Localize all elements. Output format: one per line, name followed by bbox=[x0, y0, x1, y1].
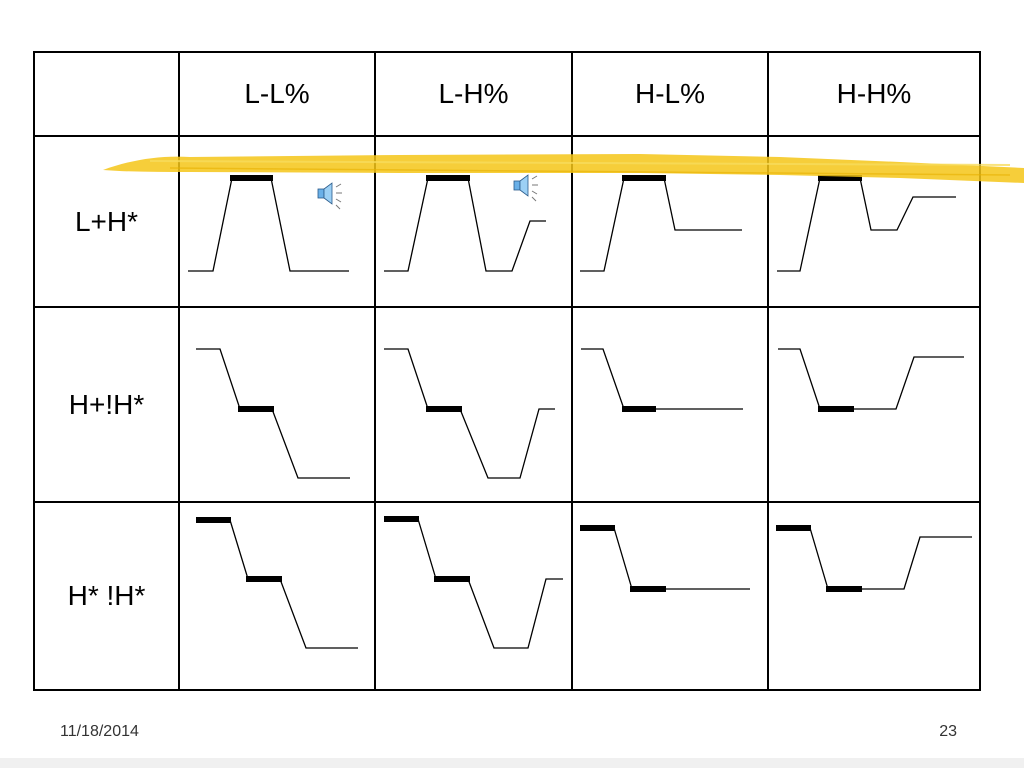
column-header-lh: L-H% bbox=[438, 78, 509, 109]
contour-hdh-hh bbox=[778, 348, 964, 412]
row-label-h-downstep-h-star: H+!H* bbox=[68, 388, 145, 420]
row-divider bbox=[33, 501, 981, 503]
column-header-hh: H-H% bbox=[836, 78, 912, 109]
column-divider bbox=[571, 51, 573, 691]
contour-lh-hl bbox=[580, 175, 742, 272]
contour-lh-hh bbox=[777, 175, 956, 272]
speaker-icon[interactable] bbox=[317, 182, 342, 210]
highlighter-stroke bbox=[103, 154, 1024, 183]
speaker-icon[interactable] bbox=[513, 174, 538, 202]
footer-date: 11/18/2014 bbox=[60, 723, 139, 740]
contour-hsd-lh bbox=[384, 516, 563, 649]
contour-hdh-ll bbox=[196, 348, 350, 479]
column-header-ll: L-L% bbox=[244, 78, 310, 109]
contour-lh-ll bbox=[188, 175, 349, 272]
contour-hsd-hh bbox=[776, 525, 972, 592]
intonation-table bbox=[33, 51, 981, 691]
row-label-lh-star: L+H* bbox=[74, 205, 139, 237]
row-divider bbox=[33, 135, 981, 137]
column-divider bbox=[178, 51, 180, 691]
column-header-hl: H-L% bbox=[634, 78, 705, 109]
contour-hdh-hl bbox=[581, 348, 743, 412]
contour-lh-lh bbox=[384, 175, 546, 272]
row-label-h-star-downstep: H* !H* bbox=[67, 580, 146, 611]
column-divider bbox=[767, 51, 769, 691]
contour-hdh-lh bbox=[384, 348, 555, 479]
contour-hsd-hl bbox=[580, 525, 750, 592]
contour-hsd-ll bbox=[196, 517, 358, 649]
page-number: 23 bbox=[939, 723, 957, 740]
column-divider bbox=[374, 51, 376, 691]
row-divider bbox=[33, 306, 981, 308]
bottom-band bbox=[0, 758, 1024, 768]
